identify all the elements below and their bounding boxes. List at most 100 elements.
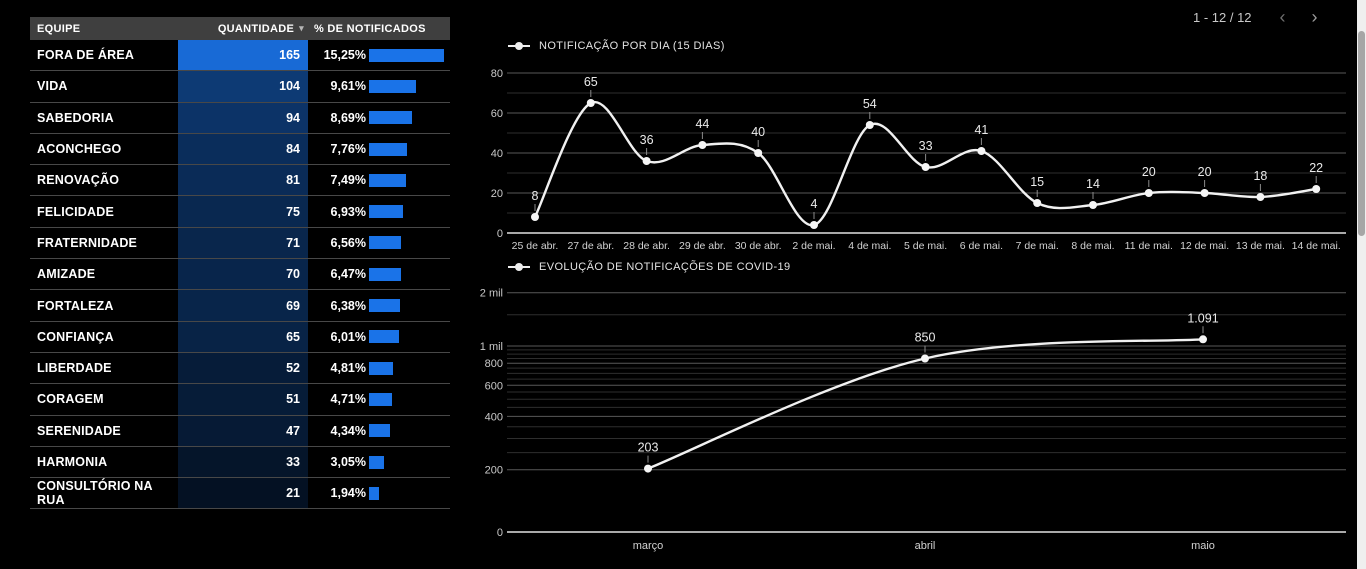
vertical-scrollbar-track[interactable] [1357,0,1366,569]
x-axis-tick-label: 4 de mai. [848,240,891,252]
data-point-marker[interactable] [1256,193,1265,201]
pct-value-label: 8,69% [330,110,366,125]
chart2-legend: EVOLUÇÃO DE NOTIFICAÇÕES DE COVID-19 [508,261,791,273]
table-header-row: EQUIPE QUANTIDADE ▾ % DE NOTIFICADOS [30,17,450,40]
pct-value-label: 7,76% [330,142,366,157]
table-row[interactable]: HARMONIA 33 3,05% [30,446,450,479]
y-axis-tick-label: 40 [491,148,503,160]
table-row[interactable]: RENOVAÇÃO 81 7,49% [30,165,450,197]
data-point-marker[interactable] [754,149,763,157]
table-row[interactable]: VIDA 104 9,61% [30,71,450,103]
column-header-equipe[interactable]: EQUIPE [37,22,81,35]
quantidade-heat-cell: 52 [178,352,308,384]
x-axis-tick-label: 2 de mai. [792,240,835,252]
table-row[interactable]: FORA DE ÁREA 165 15,25% [30,40,450,72]
data-point-label: 65 [584,75,598,89]
data-point-marker[interactable] [1199,335,1207,344]
data-point-label: 850 [915,330,936,344]
data-point-marker[interactable] [1144,189,1153,197]
data-point-marker[interactable] [586,99,595,107]
quantidade-heat-cell: 51 [178,384,308,415]
data-point-marker[interactable] [1033,199,1042,207]
x-axis-tick-label: 13 de mai. [1236,240,1285,252]
column-header-pct-notificados[interactable]: % DE NOTIFICADOS [314,22,426,35]
table-row[interactable]: CONFIANÇA 65 6,01% [30,321,450,353]
table-row[interactable]: LIBERDADE 52 4,81% [30,352,450,385]
pct-cell: 6,47% [308,259,450,289]
previous-page-chevron-icon[interactable]: ‹ [1279,7,1286,27]
data-point-marker[interactable] [531,213,539,221]
y-axis-tick-label: 600 [485,380,503,392]
vertical-scrollbar-thumb[interactable] [1358,31,1365,236]
next-page-chevron-icon[interactable]: › [1311,7,1318,27]
x-axis-tick-label: 25 de abr. [512,240,559,252]
table-row[interactable]: CORAGEM 51 4,71% [30,384,450,416]
equipe-cell: LIBERDADE [37,361,112,376]
table-row[interactable]: FRATERNIDADE 71 6,56% [30,227,450,260]
data-point-label: 20 [1198,165,1212,179]
equipe-cell: FELICIDADE [37,204,114,219]
data-point-label: 36 [640,133,654,147]
data-point-marker[interactable] [1312,185,1321,193]
y-axis-tick-label: 2 mil [480,288,503,300]
data-point-marker[interactable] [810,221,818,229]
x-axis-tick-label: março [633,540,664,552]
x-axis-tick-label: 30 de abr. [735,240,782,252]
x-axis-tick-label: 29 de abr. [679,240,726,252]
column-header-quantidade[interactable]: QUANTIDADE ▾ [178,23,308,35]
data-point-marker[interactable] [698,141,707,149]
pct-bar [369,392,393,406]
pct-bar [369,330,399,344]
x-axis-tick-label: maio [1191,540,1215,552]
quantidade-heat-cell: 75 [178,196,308,227]
y-axis-tick-label: 80 [491,68,503,80]
data-point-marker[interactable] [642,157,651,165]
data-point-label: 41 [974,123,988,137]
pct-bar [369,361,393,375]
data-point-label: 18 [1253,169,1267,183]
x-axis-tick-label: 12 de mai. [1180,240,1229,252]
data-point-marker[interactable] [644,464,652,473]
data-point-label: 54 [863,97,877,111]
data-point-marker[interactable] [1200,189,1209,197]
pct-value-label: 6,38% [330,298,366,313]
data-point-marker[interactable] [921,163,930,171]
table-row[interactable]: AMIZADE 70 6,47% [30,259,450,291]
pct-cell: 4,71% [308,384,450,414]
equipe-cell: RENOVAÇÃO [37,173,120,188]
y-axis-tick-label: 1 mil [480,341,503,353]
x-axis-tick-label: 28 de abr. [623,240,670,252]
data-point-marker[interactable] [977,147,986,155]
quantidade-heat-cell: 70 [178,259,308,290]
table-row[interactable]: ACONCHEGO 84 7,76% [30,133,450,166]
pct-value-label: 3,05% [330,455,366,469]
x-axis-tick-label: 27 de abr. [567,240,614,252]
table-row[interactable]: FELICIDADE 75 6,93% [30,196,450,228]
pct-cell: 9,61% [308,71,450,101]
x-axis-tick-label: 11 de mai. [1125,240,1173,252]
pct-bar [369,79,417,93]
table-row[interactable]: SERENIDADE 47 4,34% [30,415,450,447]
equipe-cell: ACONCHEGO [37,142,122,157]
quantidade-heat-cell: 81 [178,165,308,196]
x-axis-tick-label: 5 de mai. [904,240,947,252]
pct-cell: 15,25% [308,40,450,70]
y-axis-tick-label: 800 [485,358,503,370]
data-point-marker[interactable] [921,354,929,363]
pct-value-label: 6,93% [330,204,366,219]
data-point-label: 40 [751,125,765,139]
equipe-cell: FORA DE ÁREA [37,48,135,63]
data-point-marker[interactable] [865,121,874,129]
equipe-cell: CONFIANÇA [37,329,114,344]
table-row[interactable]: CONSULTÓRIO NA RUA 21 1,94% [30,478,450,510]
table-row[interactable]: FORTALEZA 69 6,38% [30,290,450,322]
data-point-marker[interactable] [1089,201,1097,209]
pct-bar [369,205,404,219]
data-point-label: 44 [695,117,709,131]
equipe-cell: SABEDORIA [37,110,114,125]
equipe-cell: FRATERNIDADE [37,235,138,250]
data-point-label: 20 [1142,165,1156,179]
table-row[interactable]: SABEDORIA 94 8,69% [30,102,450,134]
pct-cell: 6,56% [308,228,450,258]
quantidade-heat-cell: 47 [178,415,308,446]
